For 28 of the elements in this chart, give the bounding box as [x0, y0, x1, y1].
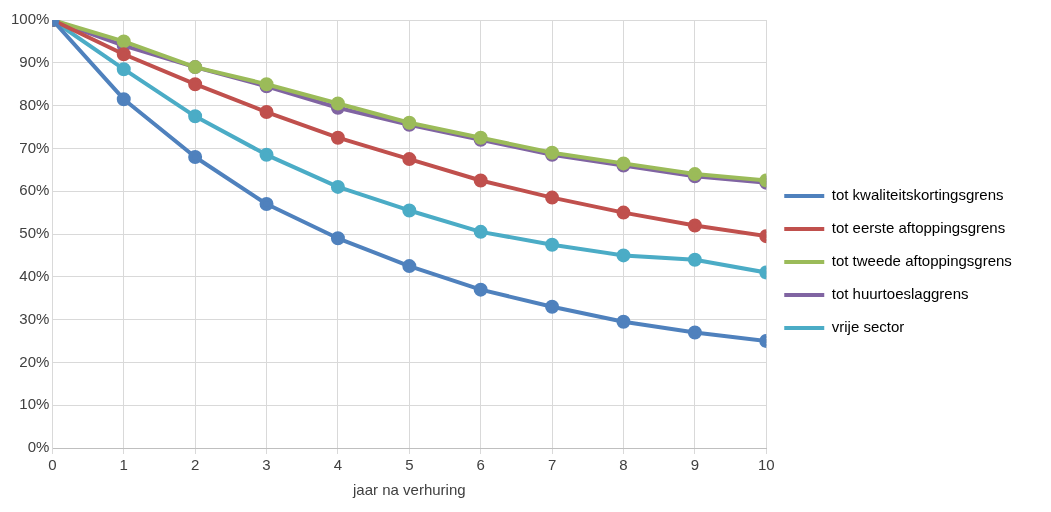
x-tick-label: 1	[119, 456, 128, 474]
y-tick-label: 50%	[19, 224, 50, 242]
y-tick-label: 100%	[10, 10, 50, 28]
y-tick-label: 90%	[19, 52, 50, 70]
x-tick-label: 8	[619, 456, 628, 474]
y-tick-label: 0%	[27, 438, 50, 456]
y-tick-label: 30%	[19, 309, 50, 327]
legend-label: tot huurtoeslaggrens	[831, 285, 969, 303]
x-tick-label: 6	[476, 456, 485, 474]
x-tick-label: 10	[757, 456, 775, 474]
x-tick-label: 4	[333, 456, 343, 474]
x-tick-label: 0	[48, 456, 57, 474]
x-axis-title: jaar na verhuring	[352, 481, 466, 499]
legend-label: tot eerste aftoppingsgrens	[831, 219, 1006, 237]
y-tick-label: 40%	[19, 266, 50, 284]
legend-label: tot tweede aftoppingsgrens	[831, 252, 1012, 270]
y-tick-label: 70%	[19, 138, 50, 156]
x-tick-label: 2	[190, 456, 200, 474]
x-tick-label: 5	[405, 456, 414, 474]
x-tick-label: 9	[690, 456, 700, 474]
y-tick-label: 10%	[19, 395, 50, 413]
legend-label: vrije sector	[831, 318, 905, 336]
x-tick-label: 3	[262, 456, 271, 474]
y-tick-label: 20%	[19, 352, 50, 370]
y-tick-label: 80%	[19, 95, 50, 113]
legend-label: tot kwaliteitskortingsgrens	[831, 186, 1004, 204]
x-tick-label: 7	[547, 456, 557, 474]
y-tick-label: 60%	[19, 181, 50, 199]
